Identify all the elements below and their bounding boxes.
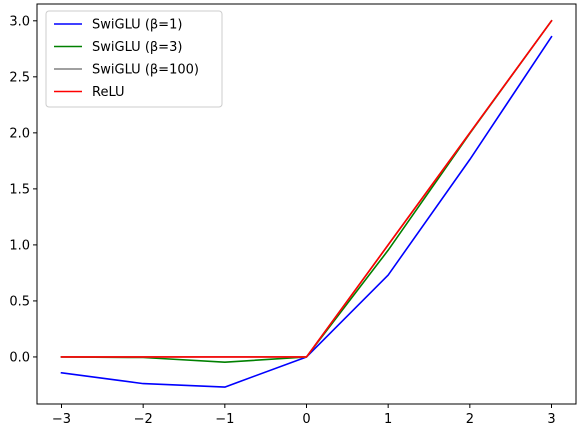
y-tick-label: 2.0 (9, 126, 30, 141)
legend-label-3: ReLU (92, 85, 125, 100)
x-tick-label: 1 (384, 412, 392, 427)
legend-box (45, 10, 223, 108)
legend-label-0: SwiGLU (β=1) (92, 18, 182, 33)
y-tick-label: 1.0 (9, 238, 30, 253)
x-tick-label: 2 (466, 412, 474, 427)
legend-label-2: SwiGLU (β=100) (92, 63, 199, 78)
legend-label-1: SwiGLU (β=3) (92, 40, 182, 55)
y-tick-label: 0.5 (9, 294, 30, 309)
x-tick-label: −2 (134, 412, 153, 427)
x-tick-label: 3 (547, 412, 555, 427)
x-tick-label: −3 (52, 412, 71, 427)
y-tick-label: 2.5 (9, 70, 30, 85)
x-tick-label: 0 (302, 412, 310, 427)
plot-area: −3 −2 −1 0 1 2 3 0.0 0.5 1.0 1.5 2.0 2.5 3.0 SwiGLU (β… (9, 3, 577, 427)
y-tick-label: 0.0 (9, 350, 30, 365)
y-tick-label: 3.0 (9, 14, 30, 29)
y-tick-label: 1.5 (9, 182, 30, 197)
x-tick-label: −1 (215, 412, 234, 427)
series-line-3 (60, 19, 553, 358)
